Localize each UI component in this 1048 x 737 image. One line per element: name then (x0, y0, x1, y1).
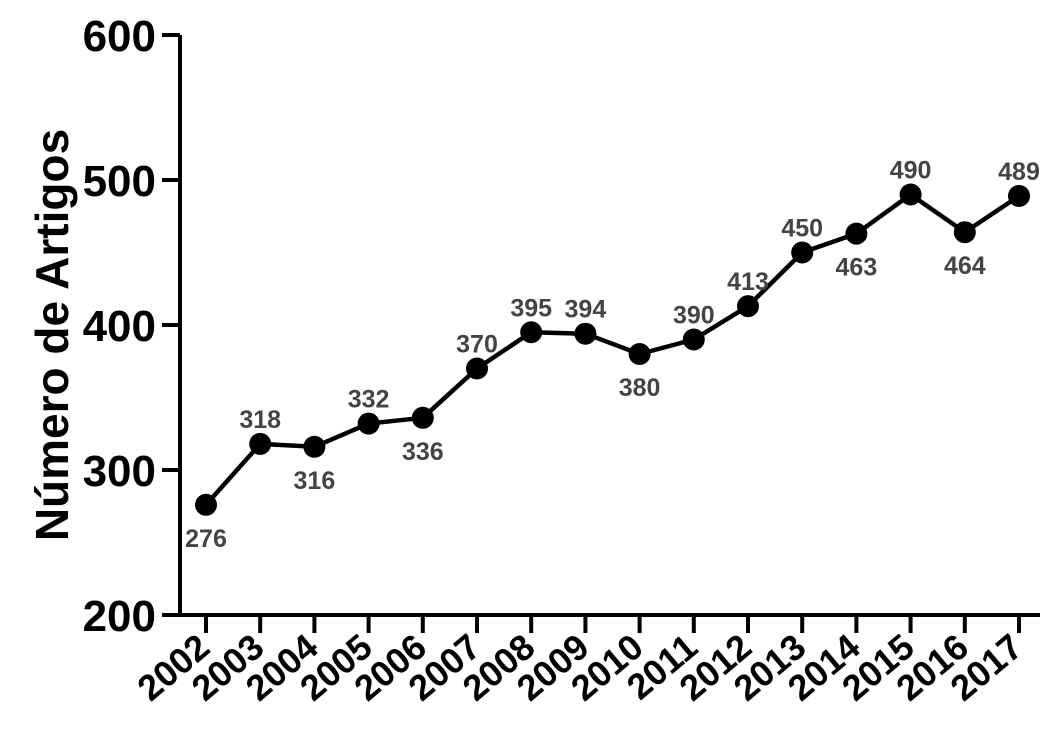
data-label: 413 (727, 268, 769, 296)
data-point (737, 295, 759, 318)
data-point (411, 406, 434, 429)
data-label: 490 (890, 157, 932, 185)
y-tick-label: 200 (83, 592, 156, 641)
data-point (899, 183, 922, 206)
data-label: 390 (673, 302, 715, 330)
data-label: 318 (239, 406, 281, 434)
data-labels: 276 318 316 332 336 370 395 394 380 390 413 450 463 4… (185, 157, 1040, 553)
series-line (204, 192, 1021, 507)
data-label: 370 (456, 331, 498, 359)
data-label: 316 (294, 467, 336, 495)
data-point (249, 432, 272, 455)
y-axis: 200 300 400 500 600 (83, 12, 182, 641)
data-label: 463 (836, 254, 878, 282)
y-tick-label: 300 (83, 447, 156, 496)
y-axis-title: Número de Artigos (26, 129, 78, 541)
data-point (791, 241, 814, 264)
x-axis: 2002200320042005200620072008200920102011… (129, 613, 1040, 709)
data-label: 336 (402, 438, 444, 466)
data-points (195, 183, 1030, 516)
data-label: 450 (781, 215, 823, 243)
data-label: 380 (619, 374, 661, 402)
data-point (520, 321, 543, 344)
data-label: 276 (185, 525, 227, 553)
data-point (682, 328, 705, 351)
data-point (628, 343, 651, 365)
series-group (204, 192, 1021, 507)
data-label: 489 (998, 158, 1040, 186)
data-label: 394 (565, 296, 607, 324)
data-point (953, 221, 976, 244)
y-tick-label: 400 (83, 302, 156, 351)
data-point (574, 322, 597, 345)
data-point (845, 222, 868, 245)
data-point (357, 412, 380, 435)
y-tick-label: 500 (83, 157, 156, 206)
data-point (466, 357, 488, 380)
y-tick-label: 600 (83, 12, 156, 61)
data-label: 464 (944, 252, 986, 280)
data-point (1008, 184, 1030, 207)
data-label: 395 (510, 294, 552, 322)
data-label: 332 (348, 386, 390, 414)
data-point (303, 435, 326, 458)
data-point (195, 493, 217, 516)
